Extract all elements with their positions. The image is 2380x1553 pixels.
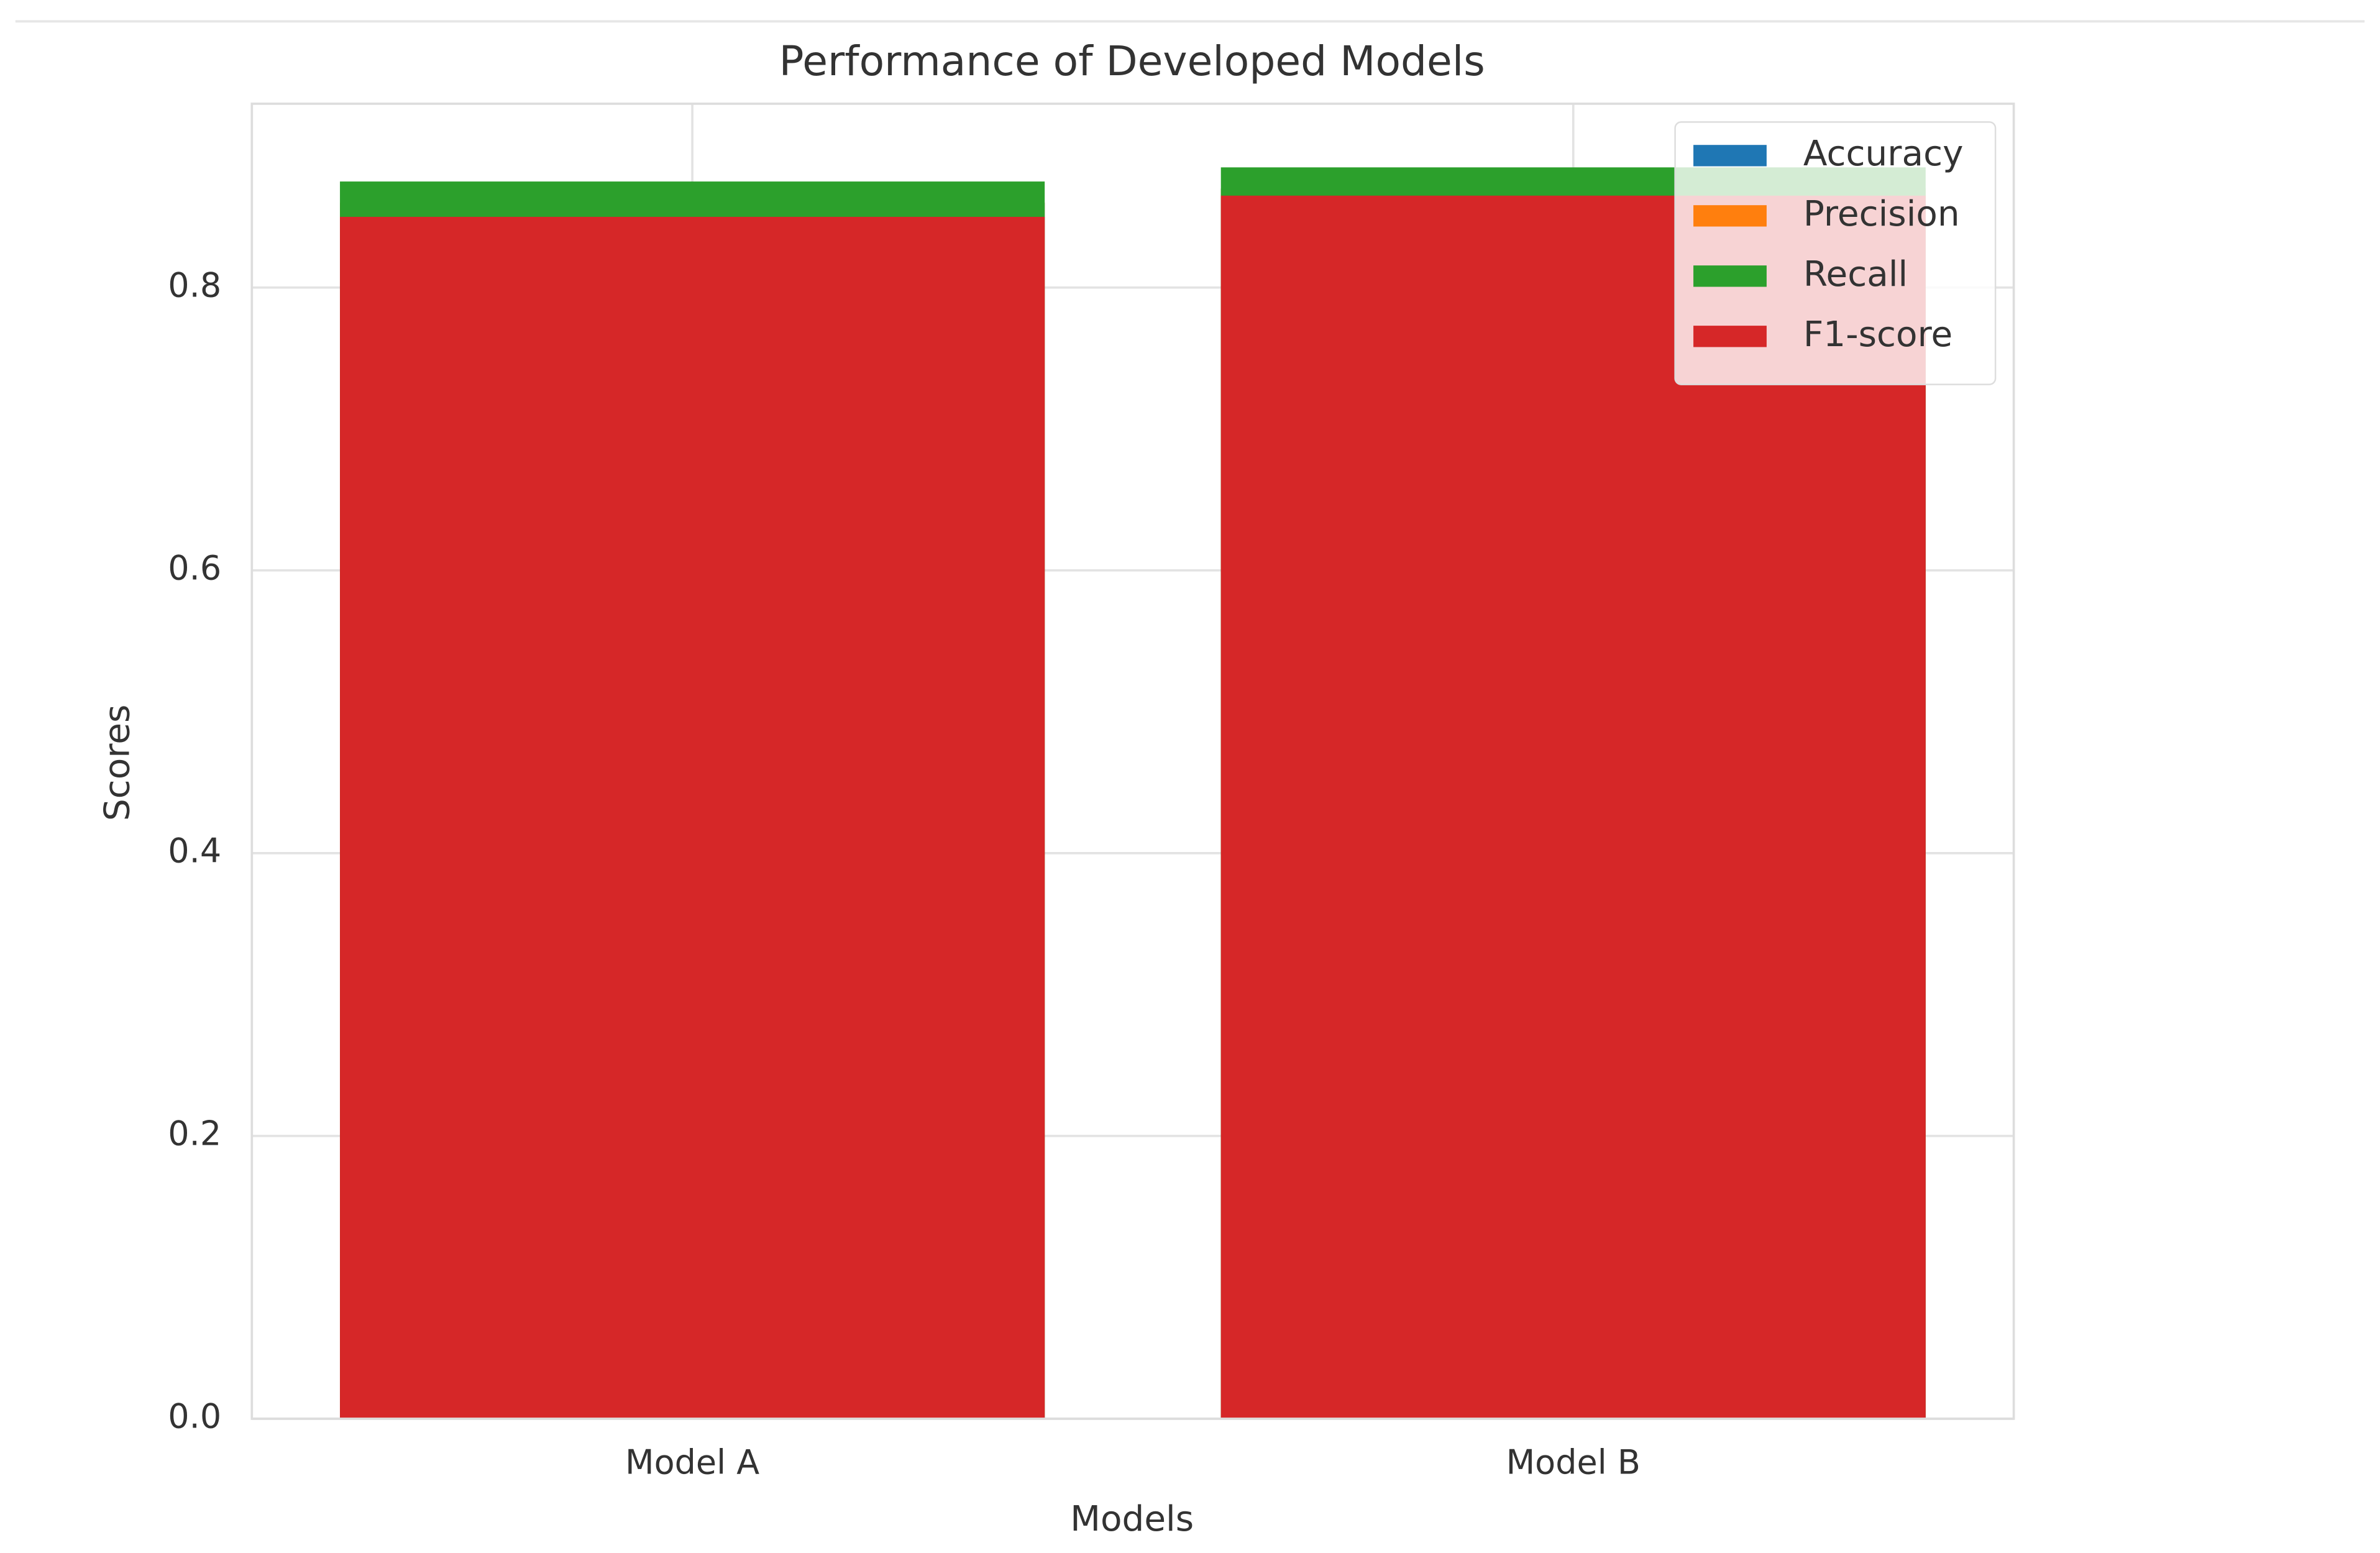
bar bbox=[340, 216, 1045, 1419]
legend-box bbox=[1674, 121, 1997, 385]
legend-swatch bbox=[1693, 326, 1767, 347]
plot-frame bbox=[250, 103, 2015, 1420]
y-tick-label: 0.8 bbox=[168, 265, 221, 305]
x-tick-label: Model A bbox=[625, 1442, 759, 1482]
y-tick-label: 0.6 bbox=[168, 548, 221, 587]
legend: Accuracy Precision Recall F1-score bbox=[1674, 121, 1997, 385]
legend-label: Accuracy bbox=[1803, 134, 1964, 174]
legend-label: Recall bbox=[1803, 254, 1908, 295]
x-tick-label: Model B bbox=[1506, 1442, 1641, 1482]
y-axis-label: Scores bbox=[97, 705, 137, 822]
y-tick-label: 0.2 bbox=[168, 1114, 221, 1153]
x-axis-label: Models bbox=[1070, 1499, 1194, 1539]
chart-title: Performance of Developed Models bbox=[779, 37, 1485, 85]
bars bbox=[340, 167, 1926, 1419]
legend-swatch bbox=[1693, 205, 1767, 227]
bar bbox=[1220, 195, 1926, 1419]
y-tick-label: 0.4 bbox=[168, 831, 221, 870]
legend-swatch bbox=[1693, 265, 1767, 287]
legend-label: F1-score bbox=[1803, 314, 1952, 355]
legend-label: Precision bbox=[1803, 194, 1960, 234]
y-tick-label: 0.0 bbox=[168, 1397, 221, 1436]
legend-swatch bbox=[1693, 145, 1767, 167]
